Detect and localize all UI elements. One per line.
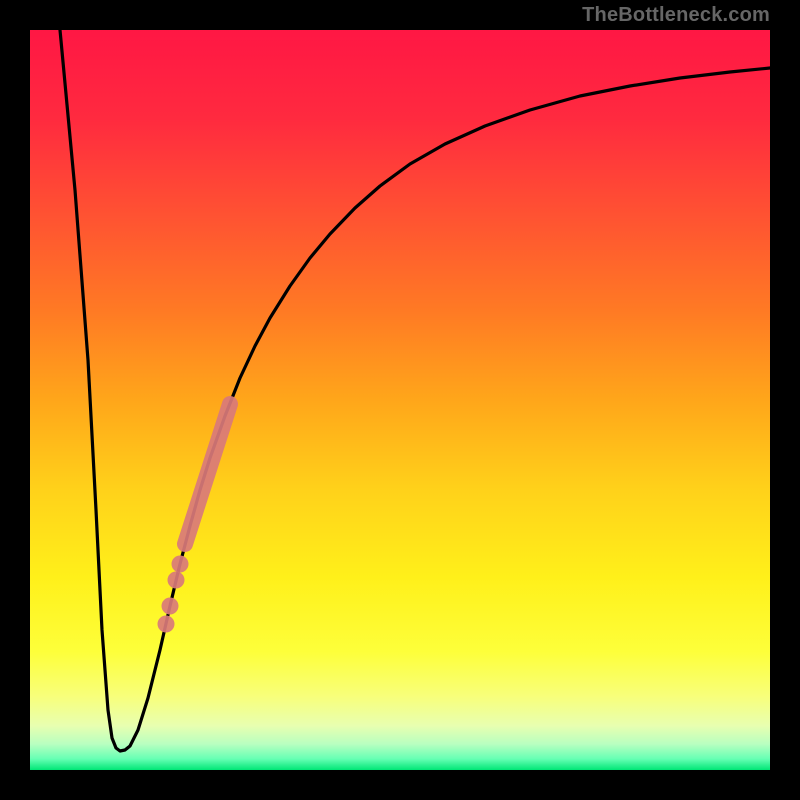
bottleneck-chart: [30, 30, 770, 770]
chart-plot-area: [30, 30, 770, 770]
watermark-text: TheBottleneck.com: [582, 4, 770, 27]
